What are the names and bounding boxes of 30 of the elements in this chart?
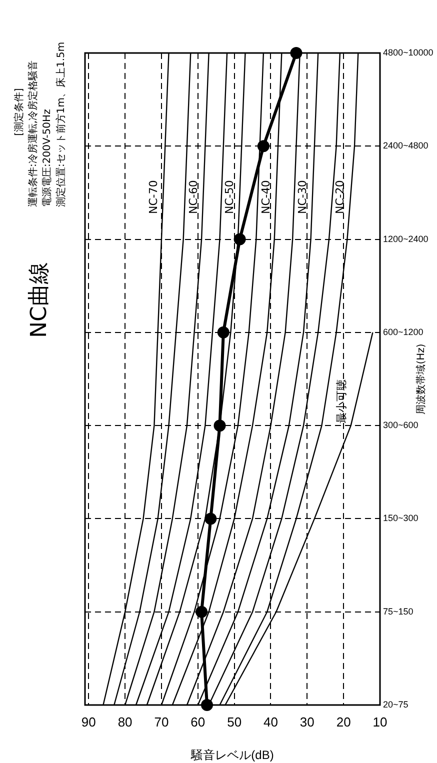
text: NC-30 (296, 180, 310, 214)
x-tick-label: 10 (372, 714, 388, 730)
x-tick-label: 50 (227, 714, 242, 730)
y-tick-label: 2400~4800 (383, 140, 428, 151)
x-tick-label: 90 (81, 714, 96, 730)
text: 電源電圧:200V-50Hz (41, 108, 54, 207)
y-tick-label: 150~300 (383, 513, 418, 524)
y-tick-label: 600~1200 (383, 326, 424, 337)
text: 測定位置:セット前方1m、床上1.5m (55, 40, 68, 207)
text: NC-50 (223, 180, 236, 214)
y-tick-label: 75~150 (383, 606, 414, 616)
x-axis-title: 騒音レベル(dB) (190, 748, 274, 762)
y-tick-label: 20~75 (383, 699, 408, 710)
y-axis-title: 周波数帯域(Hz) (416, 344, 427, 414)
x-tick-label: 20 (336, 714, 351, 730)
text: 運転条件:冷房運転,冷房定格騒音 (27, 59, 40, 207)
x-tick-label: 60 (190, 714, 206, 730)
x-tick-label: 70 (154, 714, 169, 730)
text: NC-70 (146, 180, 160, 214)
x-tick-label: 30 (300, 714, 314, 730)
x-tick-label: 80 (118, 714, 132, 730)
text: NC-60 (186, 180, 200, 214)
x-tick-label: 40 (264, 714, 278, 730)
y-tick-label: 4800~10000 (383, 47, 434, 58)
y-tick-label: 1200~2400 (383, 234, 428, 244)
text: [測定条件] (13, 87, 26, 138)
text: NC曲線 (26, 261, 53, 340)
y-tick-label: 300~600 (383, 420, 418, 430)
text: NC-40 (260, 180, 273, 214)
text: NC-20 (333, 180, 346, 214)
